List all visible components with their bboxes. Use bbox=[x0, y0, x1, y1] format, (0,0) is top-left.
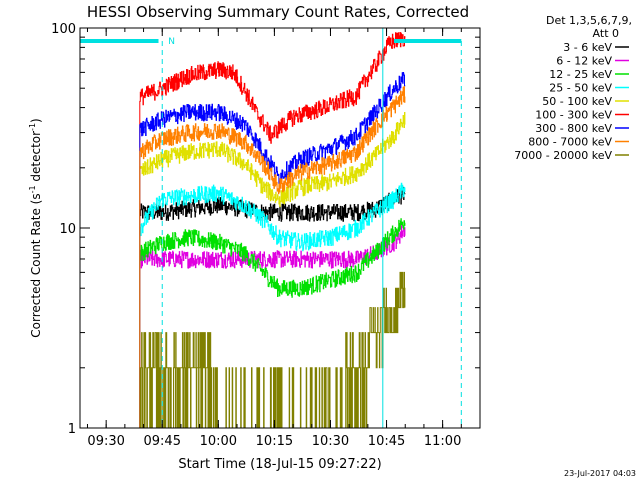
series-line-0 bbox=[139, 185, 406, 428]
flag-label: N bbox=[168, 37, 175, 47]
x-tick-label-3: 10:15 bbox=[256, 434, 293, 449]
y-axis-label-sup1: -1 bbox=[28, 185, 37, 193]
legend-label-2: 12 - 25 keV bbox=[549, 68, 612, 81]
y-axis-label-sup2: -1 bbox=[28, 123, 37, 131]
x-tick-label-5: 10:45 bbox=[368, 434, 405, 449]
series-line-6 bbox=[139, 72, 406, 428]
series-line-5 bbox=[139, 32, 406, 428]
legend-header-detectors: Det 1,3,5,6,7,9, bbox=[546, 14, 632, 27]
x-tick-label-6: 11:00 bbox=[424, 434, 461, 449]
x-tick-label-0: 09:30 bbox=[87, 434, 124, 449]
x-tick-label-4: 10:30 bbox=[312, 434, 349, 449]
x-axis-label: Start Time (18-Jul-15 09:27:22) bbox=[178, 457, 381, 472]
y-axis-label: Corrected Count Rate (s-1 detector-1) bbox=[28, 118, 43, 337]
y-axis-label-main: Corrected Count Rate (s bbox=[29, 193, 43, 337]
y-tick-label-0: 1 bbox=[68, 422, 76, 437]
y-axis-label-mid: detector bbox=[29, 131, 43, 186]
legend-label-0: 3 - 6 keV bbox=[563, 41, 612, 54]
series-line-4 bbox=[139, 112, 406, 428]
legend-header-attenuator: Att 0 bbox=[593, 27, 619, 40]
legend-label-8: 7000 - 20000 keV bbox=[514, 149, 612, 162]
axis-layer: 09:30 09:45 10:00 10:15 10:30 10:45 11:00 1 10 10… bbox=[51, 22, 481, 449]
series-line-2 bbox=[139, 218, 406, 428]
legend-label-4: 50 - 100 keV bbox=[542, 95, 612, 108]
legend-label-6: 300 - 800 keV bbox=[535, 122, 612, 135]
x-tick-label-2: 10:00 bbox=[200, 434, 237, 449]
series-line-3 bbox=[139, 182, 406, 428]
chart-title: HESSI Observing Summary Count Rates, Cor… bbox=[87, 3, 469, 21]
y-tick-label-2: 100 bbox=[51, 22, 76, 37]
timestamp: 23-Jul-2017 04:03 bbox=[564, 469, 636, 478]
series-line-1 bbox=[139, 225, 406, 428]
legend-label-5: 100 - 300 keV bbox=[535, 109, 612, 122]
x-tick-label-1: 09:45 bbox=[144, 434, 181, 449]
y-axis-label-end: ) bbox=[29, 118, 43, 123]
series-line-7 bbox=[139, 86, 406, 428]
y-tick-label-1: 10 bbox=[59, 222, 76, 237]
legend-label-7: 800 - 7000 keV bbox=[528, 136, 612, 149]
legend-label-1: 6 - 12 keV bbox=[556, 55, 612, 68]
legend-label-3: 25 - 50 keV bbox=[549, 82, 612, 95]
